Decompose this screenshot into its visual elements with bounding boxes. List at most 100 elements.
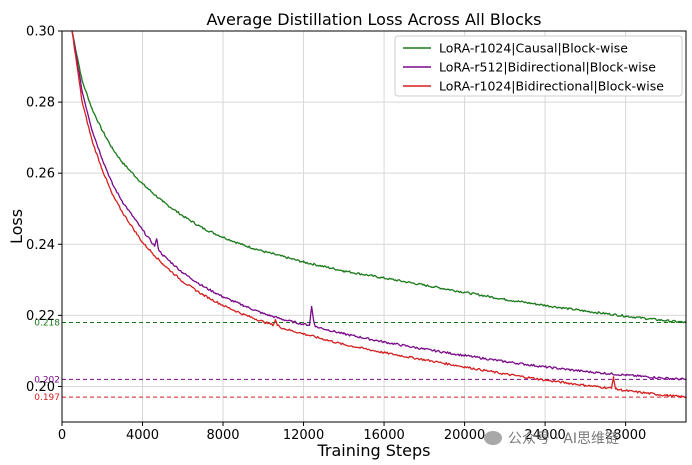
y-tick-label: 0.28	[26, 96, 55, 111]
series-point	[202, 294, 204, 296]
y-axis-title: Loss	[7, 209, 26, 244]
series-point	[81, 80, 83, 82]
series-point	[274, 319, 276, 321]
series-point	[156, 238, 158, 240]
series-point	[141, 229, 144, 231]
series-point	[463, 366, 466, 368]
series-point	[302, 323, 305, 325]
series-point	[242, 304, 244, 307]
series-point	[141, 183, 144, 185]
series-line-0	[71, 30, 687, 324]
legend-box	[394, 35, 683, 97]
series-point	[423, 348, 425, 350]
x-tick-label: 24000	[524, 428, 565, 443]
y-tick-label: 0.22	[26, 309, 55, 324]
series-point	[302, 261, 305, 263]
series-point	[162, 201, 164, 203]
reference-line-label: 0.197	[34, 393, 60, 403]
series-point	[302, 333, 305, 335]
series-point	[343, 343, 345, 346]
series-point	[101, 129, 103, 132]
series-point	[222, 296, 224, 298]
series-point	[383, 352, 385, 354]
series-point	[504, 373, 506, 375]
series-point	[625, 374, 627, 376]
series-point	[91, 108, 93, 110]
series-point	[121, 211, 123, 213]
series-point	[383, 341, 385, 343]
series-point	[665, 320, 667, 322]
series-point	[242, 244, 244, 246]
reference-line-label: 0.218	[34, 318, 60, 328]
legend: LoRA-r1024|Causal|Block-wise LoRA-r512|Bi…	[394, 35, 683, 97]
series-point	[276, 324, 278, 326]
series-point	[121, 161, 123, 164]
x-tick-label: 28000	[605, 428, 646, 443]
series-point	[584, 370, 586, 373]
series-point	[81, 101, 83, 103]
axis-ticks: 0 4000 8000 12000 16000 20000 24000 280000.200.…	[26, 25, 646, 444]
series-point	[463, 291, 466, 293]
x-tick-label: 0	[58, 428, 66, 443]
x-tick-label: 16000	[363, 428, 404, 443]
series-point	[544, 366, 546, 368]
series-point	[423, 284, 425, 286]
series-point	[463, 354, 466, 357]
series-point	[182, 215, 184, 217]
series-point	[544, 304, 546, 307]
series-point	[101, 169, 103, 171]
series-point	[91, 140, 93, 142]
reference-line-label: 0.202	[34, 375, 60, 385]
y-tick-label: 0.20	[26, 380, 55, 395]
series-point	[282, 319, 285, 321]
watermark-text: 公众号 · AI思维链	[508, 431, 620, 447]
series-point	[423, 359, 425, 361]
series-point	[91, 129, 93, 132]
series-point	[81, 90, 83, 93]
series-point	[242, 313, 244, 315]
series-point	[614, 388, 617, 390]
x-tick-label: 8000	[206, 428, 239, 443]
series-point	[584, 384, 586, 386]
series-point	[625, 390, 627, 392]
series-point	[504, 298, 506, 300]
series-point	[262, 321, 264, 323]
series-point	[121, 201, 123, 203]
series-point	[162, 263, 164, 265]
series-point	[343, 333, 345, 335]
series-point	[158, 249, 160, 251]
series-point	[612, 376, 615, 378]
series-point	[313, 320, 315, 322]
series-point	[262, 250, 264, 252]
series-point	[584, 310, 586, 312]
watermark: 公众号 · AI思维链	[484, 428, 619, 448]
y-tick-label: 0.24	[26, 238, 55, 253]
x-tick-label: 12000	[283, 428, 324, 443]
series-point	[504, 360, 506, 363]
series-point	[665, 394, 667, 396]
series-point	[311, 305, 313, 308]
x-axis-title: Training Steps	[317, 441, 431, 460]
reference-lines: 0.218 0.202 0.197	[34, 318, 686, 403]
series-point	[141, 241, 144, 244]
x-tick-label: 4000	[126, 428, 159, 443]
series-point	[308, 324, 311, 326]
series-point	[111, 183, 113, 185]
series-point	[665, 377, 667, 379]
series-point	[610, 387, 613, 389]
series-point	[182, 280, 184, 283]
chart-title: Average Distillation Loss Across All Blo…	[207, 10, 542, 29]
legend-entry: LoRA-r1024|Bidirectional|Block-wise	[439, 79, 664, 94]
series-point	[222, 304, 224, 307]
series-point	[625, 315, 627, 317]
series-point	[222, 236, 224, 238]
series-point	[262, 312, 264, 315]
y-tick-label: 0.30	[26, 25, 55, 40]
plot-frame	[61, 30, 687, 423]
series-point	[162, 254, 164, 256]
series-group	[71, 30, 687, 399]
legend-entry: LoRA-r1024|Causal|Block-wise	[439, 41, 628, 56]
legend-entry: LoRA-r512|Bidirectional|Block-wise	[439, 60, 656, 75]
series-point	[315, 326, 317, 328]
